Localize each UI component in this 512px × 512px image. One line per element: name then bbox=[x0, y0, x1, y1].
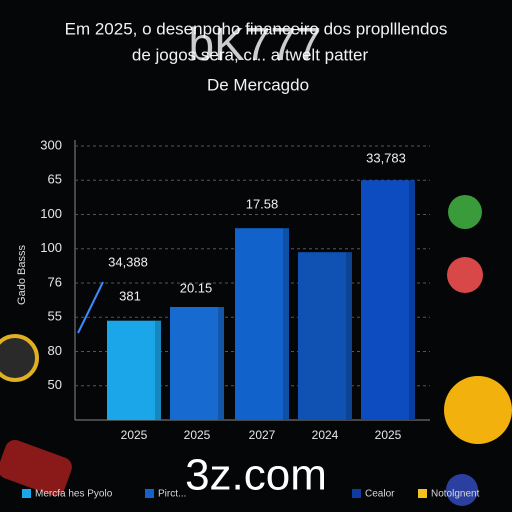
watermark: 3z.com bbox=[185, 451, 327, 500]
x-tick-label: 2025 bbox=[375, 428, 402, 442]
bar bbox=[170, 306, 224, 420]
x-tick-label: 2027 bbox=[249, 428, 276, 442]
bar bbox=[298, 252, 352, 420]
bar-shade bbox=[155, 320, 161, 420]
bar bbox=[235, 228, 289, 420]
legend-label: Mercfa hes Pyolo bbox=[35, 489, 113, 500]
trend-stroke bbox=[77, 281, 104, 334]
legend-swatch bbox=[352, 489, 361, 498]
ball-icon bbox=[0, 334, 39, 382]
annotation: 381 bbox=[119, 288, 141, 303]
legend-label: Notolgnent bbox=[431, 489, 480, 500]
annotation: 34,388 bbox=[108, 254, 148, 269]
x-tick-label: 2025 bbox=[121, 428, 148, 442]
chart-title: Em 2025, o desenpoho financeiro dos prop… bbox=[65, 19, 448, 38]
bar-shade bbox=[409, 180, 415, 420]
annotation: 20.15 bbox=[180, 280, 213, 295]
decor bbox=[0, 440, 72, 496]
ball-icon bbox=[448, 195, 482, 229]
y-tick-label: 65 bbox=[48, 172, 62, 187]
y-tick-label: 100 bbox=[40, 206, 62, 221]
y-tick-label: 55 bbox=[48, 309, 62, 324]
legend-swatch bbox=[145, 489, 154, 498]
ball-icon bbox=[446, 474, 478, 506]
x-tick-label: 2024 bbox=[312, 428, 339, 442]
bar-shade bbox=[346, 252, 352, 420]
ball-icon bbox=[447, 257, 483, 293]
bar bbox=[107, 320, 161, 420]
bar bbox=[361, 180, 415, 420]
legend-label: Pirct... bbox=[158, 489, 186, 500]
legend-swatch bbox=[418, 489, 427, 498]
chart-title: De Mercagdo bbox=[207, 75, 309, 94]
legend-swatch bbox=[22, 489, 31, 498]
y-tick-label: 76 bbox=[48, 274, 62, 289]
chart-title: de jogos sera, c... a twelt patter bbox=[132, 45, 369, 64]
y-tick-label: 80 bbox=[48, 343, 62, 358]
y-tick-label: 100 bbox=[40, 240, 62, 255]
y-axis-label: Gado Basss bbox=[16, 245, 28, 305]
emoji-icon bbox=[444, 376, 512, 444]
x-tick-label: 2025 bbox=[184, 428, 211, 442]
bar-shade bbox=[283, 228, 289, 420]
annotation: 17.58 bbox=[246, 196, 279, 211]
bar-shade bbox=[218, 306, 224, 420]
watermark: bK777 bbox=[188, 18, 321, 70]
annotation: 33,783 bbox=[366, 150, 406, 165]
legend-label: Cealor bbox=[365, 489, 395, 500]
y-tick-label: 50 bbox=[48, 377, 62, 392]
y-tick-label: 300 bbox=[40, 137, 62, 152]
